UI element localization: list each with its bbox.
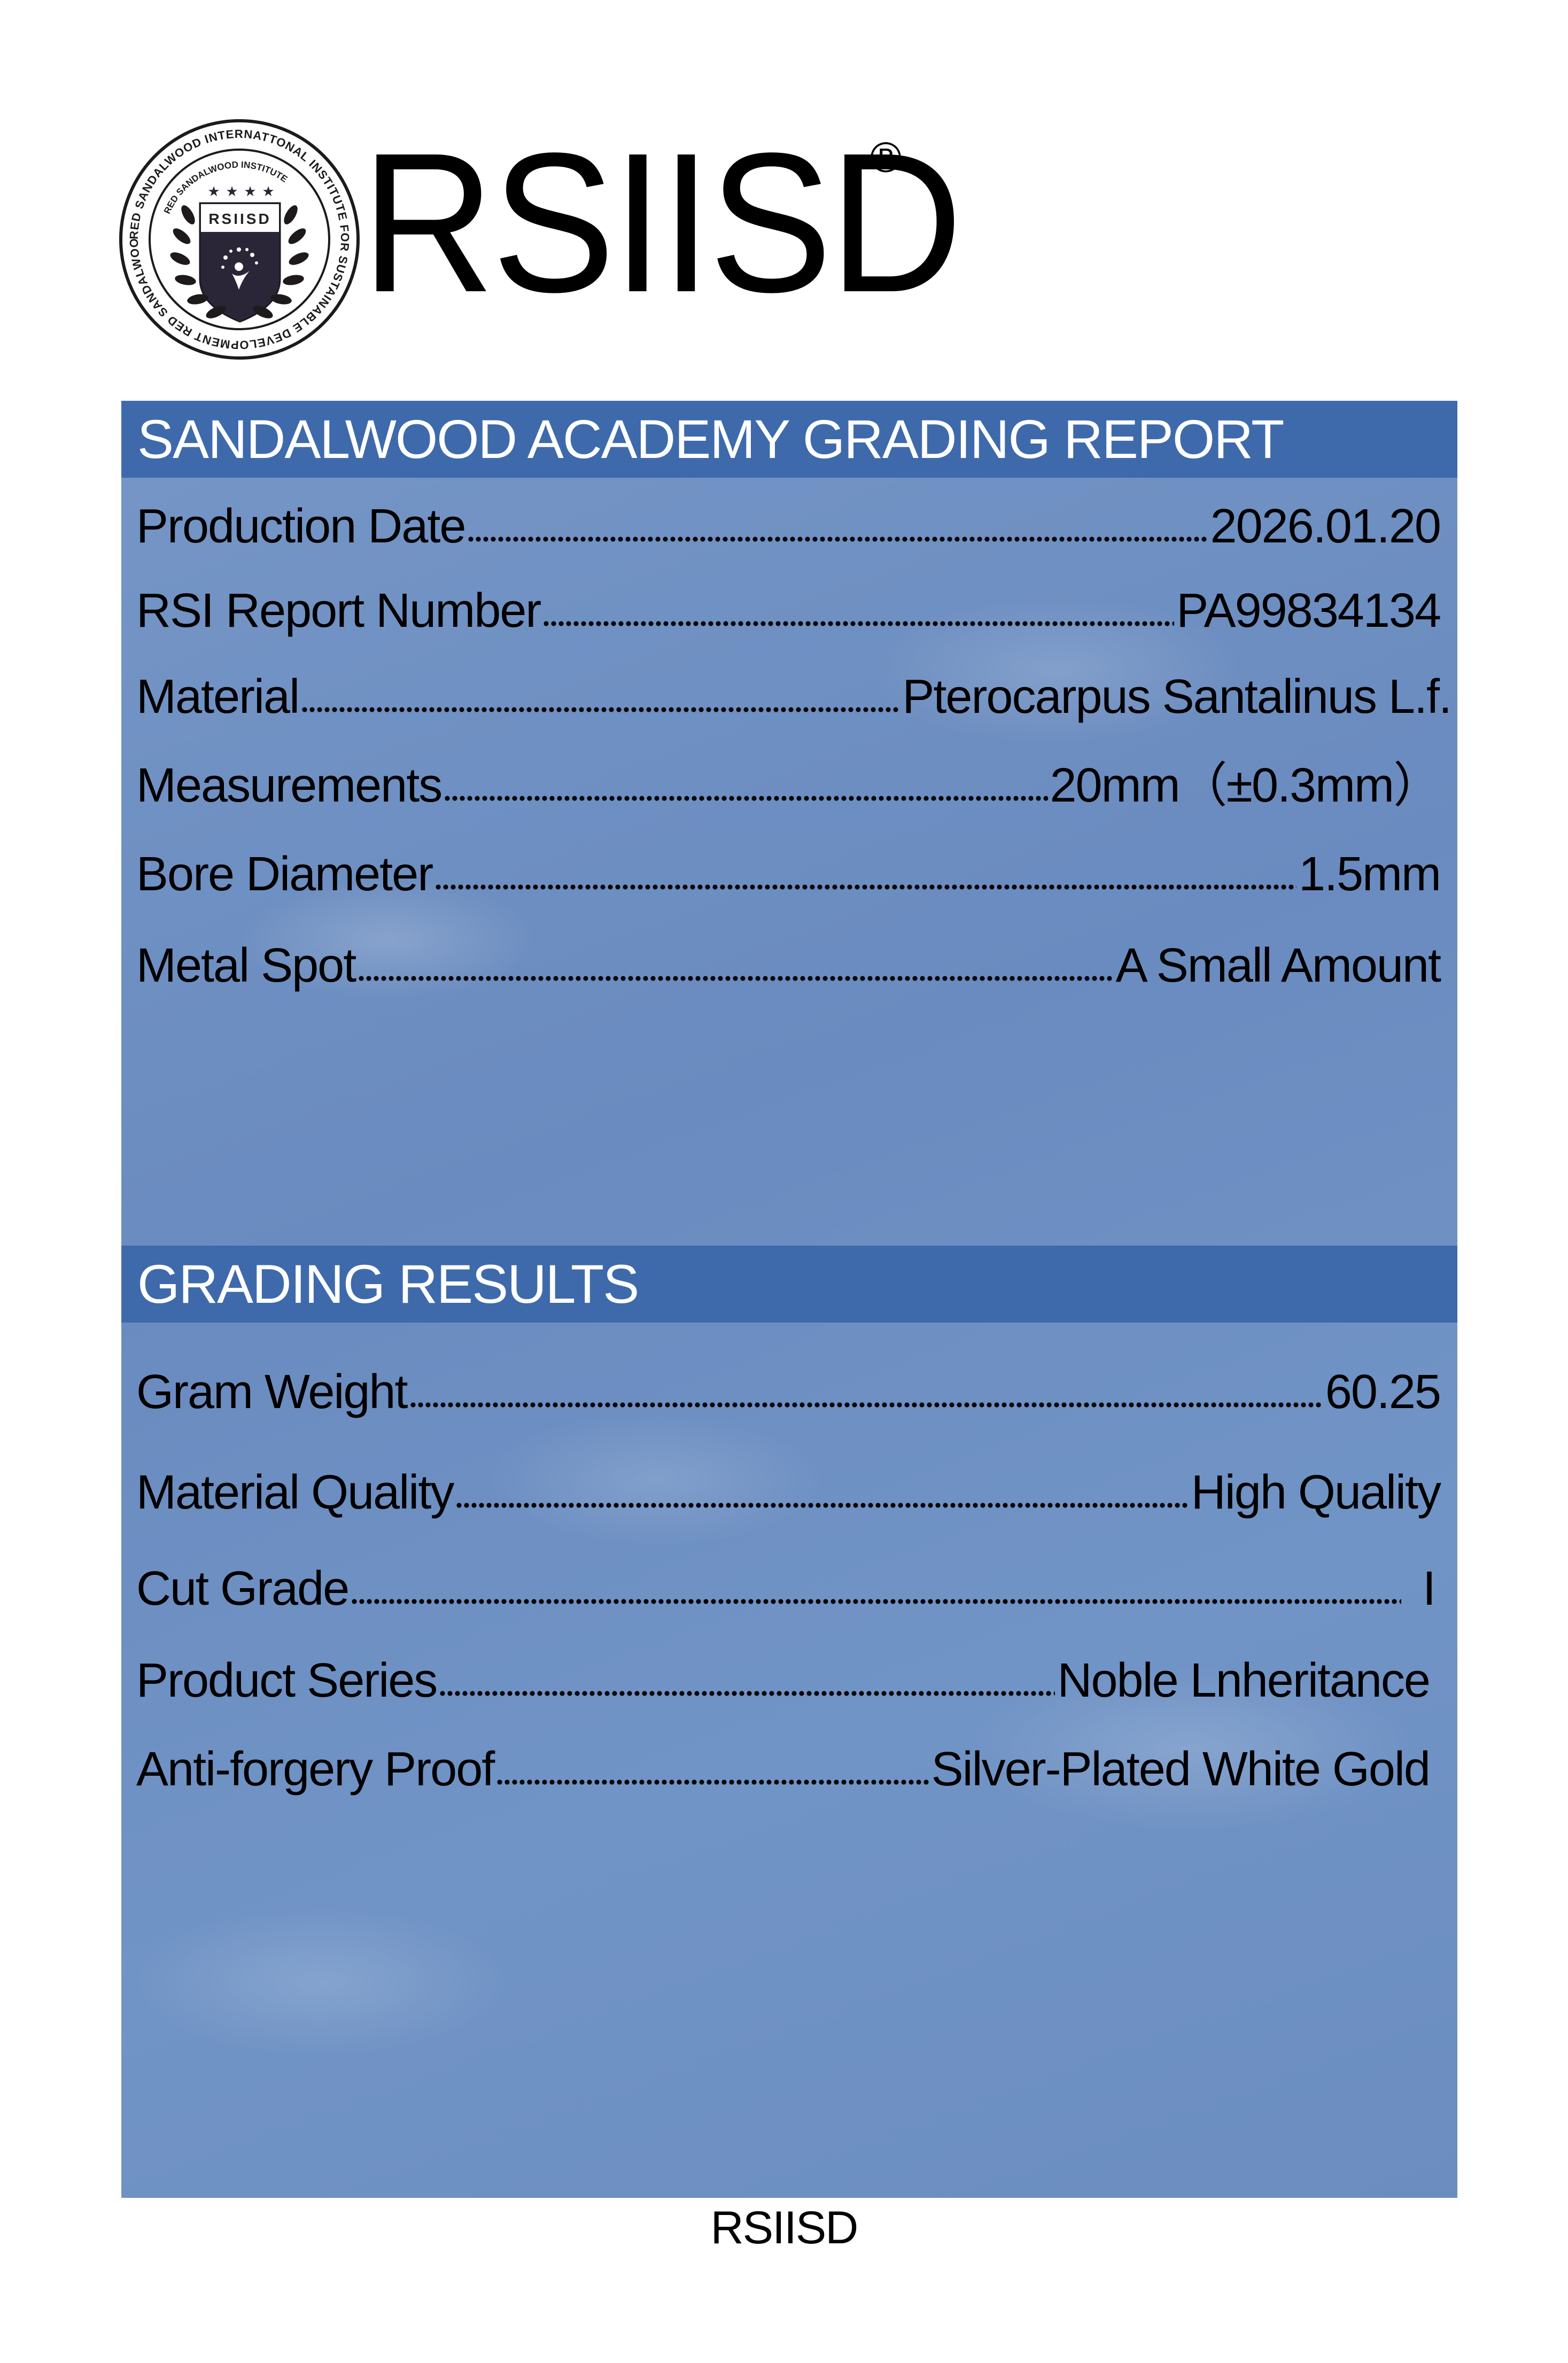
svg-text:★: ★ — [244, 183, 256, 199]
dot-leader — [358, 975, 1114, 982]
row-gram-weight: Gram Weight 60.25 — [136, 1363, 1441, 1421]
row-label: Production Date — [136, 500, 466, 553]
row-metal-spot: Metal Spot A Small Amount — [136, 936, 1441, 995]
row-value: Pterocarpus Santalinus L.f. — [902, 670, 1452, 724]
row-label: Cut Grade — [136, 1562, 350, 1615]
row-value: Silver-Plated White Gold — [931, 1743, 1431, 1796]
row-label: Product Series — [136, 1654, 438, 1707]
dot-leader — [542, 620, 1175, 627]
row-report-number: RSI Report Number PA99834134 — [136, 581, 1441, 640]
star-icons: ★ ★ ★ ★ — [207, 183, 274, 199]
row-label: Material — [136, 670, 300, 724]
dot-leader — [455, 1502, 1189, 1509]
row-value: 20mm（±0.3mm） — [1050, 759, 1441, 812]
dot-leader — [351, 1598, 1401, 1605]
institute-seal-logo: RED SANDALWOOD INTERNATTONAL INSTITUTE F… — [119, 119, 360, 360]
row-material-quality: Material Quality High Quality — [136, 1463, 1441, 1522]
svg-text:★: ★ — [226, 183, 238, 199]
registered-mark: ® — [870, 134, 902, 181]
tree-figure-icon — [221, 247, 258, 290]
row-measurements: Measurements 20mm（±0.3mm） — [136, 756, 1441, 815]
row-value: I — [1422, 1562, 1436, 1615]
brand-name: RSIISD — [361, 111, 963, 333]
shield-text: RSIISD — [208, 211, 271, 227]
row-material: Material Pterocarpus Santalinus L.f. — [136, 667, 1452, 726]
dot-leader — [439, 1690, 1055, 1697]
row-label: Bore Diameter — [136, 848, 433, 901]
dot-leader — [409, 1402, 1323, 1408]
row-value: 60.25 — [1325, 1365, 1441, 1419]
shield-icon — [199, 202, 281, 323]
footer-brand: RSIISD — [710, 2202, 859, 2253]
row-value: High Quality — [1191, 1466, 1441, 1519]
row-value: A Small Amount — [1115, 939, 1441, 992]
dot-leader — [301, 706, 901, 713]
dot-leader — [434, 884, 1297, 890]
laurel-icon — [170, 205, 309, 318]
report-title: SANDALWOOD ACADEMY GRADING REPORT — [121, 401, 1457, 478]
row-value: PA99834134 — [1176, 584, 1441, 638]
row-production-date: Production Date 2026.01.20 — [136, 497, 1441, 556]
row-label: RSI Report Number — [136, 584, 541, 638]
dot-leader — [467, 536, 1208, 542]
dot-leader — [444, 795, 1048, 802]
row-value: 1.5mm — [1298, 848, 1441, 901]
row-product-series: Product Series Noble Lnheritance — [136, 1651, 1431, 1710]
row-value: Noble Lnheritance — [1057, 1654, 1431, 1707]
svg-text:★: ★ — [207, 183, 220, 199]
svg-text:★: ★ — [262, 183, 274, 199]
row-bore-diameter: Bore Diameter 1.5mm — [136, 845, 1441, 904]
row-label: Metal Spot — [136, 939, 356, 992]
row-label: Anti-forgery Proof — [136, 1743, 495, 1796]
row-label: Measurements — [136, 759, 443, 812]
row-label: Gram Weight — [136, 1365, 408, 1419]
row-cut-grade: Cut Grade I — [136, 1559, 1436, 1618]
row-anti-forgery-proof: Anti-forgery Proof Silver-Plated White Go… — [136, 1740, 1431, 1799]
row-label: Material Quality — [136, 1466, 454, 1519]
report-panel: SANDALWOOD ACADEMY GRADING REPORT Produc… — [121, 401, 1457, 2198]
results-title: GRADING RESULTS — [121, 1246, 1457, 1323]
row-value: 2026.01.20 — [1210, 500, 1441, 553]
dot-leader — [496, 1779, 929, 1785]
